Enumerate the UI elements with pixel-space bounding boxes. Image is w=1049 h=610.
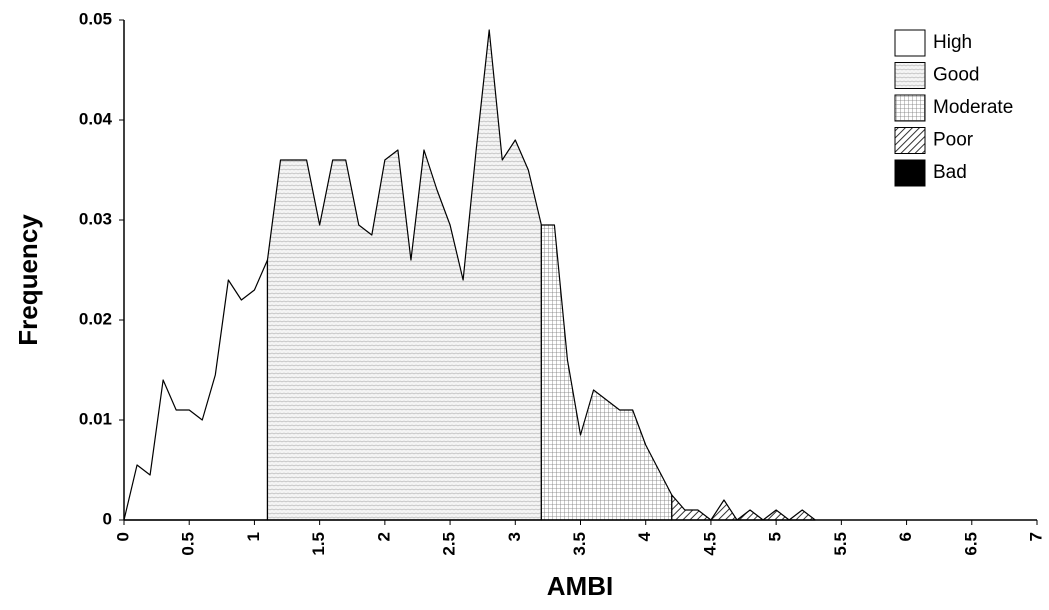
y-tick-label: 0.05 — [79, 9, 112, 28]
x-axis-title: AMBI — [547, 571, 613, 601]
y-tick-label: 0 — [103, 509, 112, 528]
y-tick-label: 0.03 — [79, 209, 112, 228]
legend-swatch — [894, 62, 926, 89]
x-tick-label: 0.5 — [179, 532, 198, 556]
legend-label: Good — [933, 65, 979, 86]
x-tick-label: 1.5 — [309, 532, 328, 556]
x-tick-label: 4.5 — [700, 532, 719, 556]
y-tick-label: 0.04 — [79, 109, 113, 128]
x-tick-label: 6 — [896, 532, 915, 541]
area — [671, 494, 816, 521]
x-tick-label: 1 — [244, 532, 263, 541]
legend-swatch — [894, 94, 926, 122]
legend-swatch — [894, 127, 926, 154]
x-tick-label: 2 — [374, 532, 393, 541]
x-tick-label: 6.5 — [961, 532, 980, 556]
y-axis-title: Frequency — [13, 214, 43, 346]
legend-swatch — [894, 29, 926, 57]
legend-label: High — [933, 32, 972, 53]
legend-label: Moderate — [933, 97, 1013, 118]
y-tick-label: 0.02 — [79, 309, 112, 328]
x-tick-label: 4 — [635, 531, 654, 541]
legend-label: Poor — [933, 130, 974, 151]
area — [266, 29, 542, 521]
x-tick-label: 2.5 — [440, 532, 459, 556]
x-tick-label: 3.5 — [570, 532, 589, 556]
x-tick-label: 5.5 — [831, 532, 850, 556]
x-tick-label: 0 — [113, 532, 132, 541]
area — [540, 224, 673, 521]
x-tick-label: 3 — [505, 532, 524, 541]
legend-label: Bad — [933, 162, 967, 183]
area — [123, 259, 269, 521]
y-tick-label: 0.01 — [79, 409, 112, 428]
legend-swatch — [894, 159, 926, 187]
x-tick-label: 7 — [1026, 532, 1045, 541]
x-tick-label: 5 — [766, 532, 785, 541]
